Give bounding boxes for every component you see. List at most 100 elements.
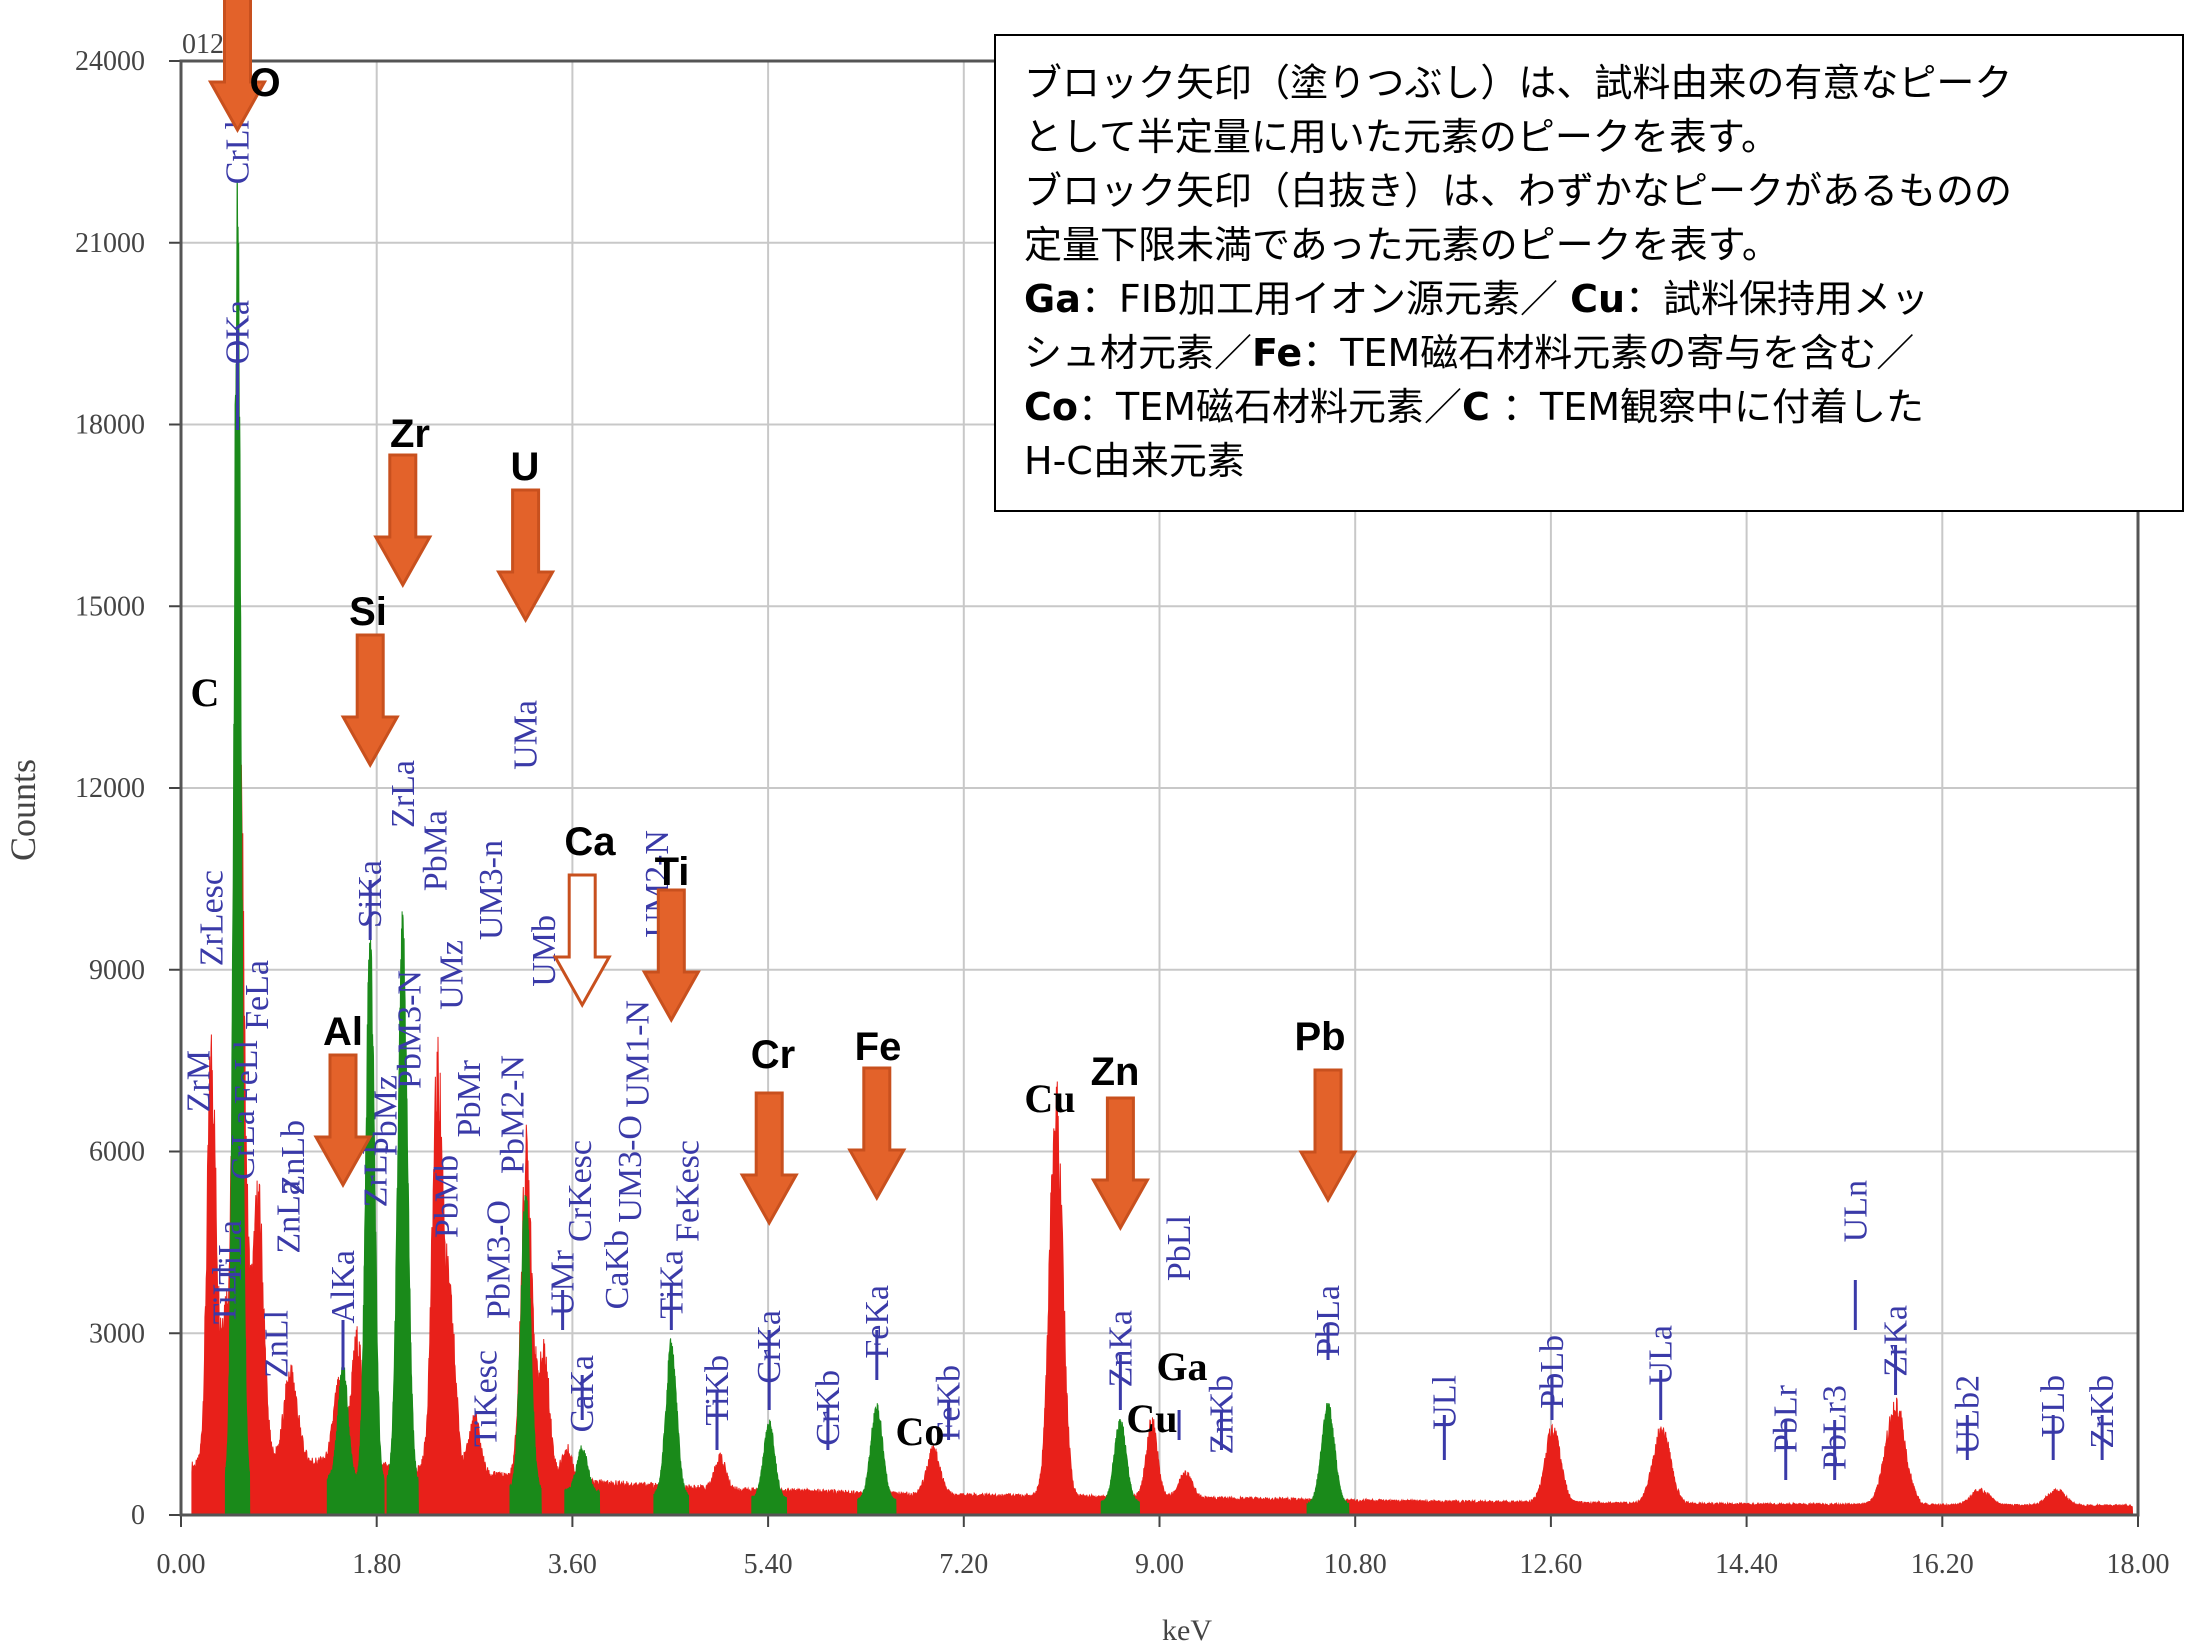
line-label-um1-n: UM1-N	[620, 1000, 657, 1108]
extra-label-co: Co	[896, 1409, 945, 1454]
arrow-label-o: O	[249, 61, 280, 105]
line-label-alka: AlKa	[325, 1250, 362, 1324]
x-tick-label: 7.20	[939, 1549, 988, 1580]
y-tick-label: 24000	[75, 46, 145, 77]
fitted-peak	[386, 911, 419, 1516]
arrow-label-pb: Pb	[1294, 1015, 1345, 1059]
line-label-pbmb: PbMb	[428, 1155, 465, 1238]
arrow-u-icon	[496, 488, 556, 624]
arrow-label-ca: Ca	[564, 820, 616, 864]
line-label-zrla: ZrLa	[385, 760, 422, 828]
y-tick-label: 9000	[89, 955, 145, 986]
legend-line: Ga：FIB加工用イオン源元素／ Cu：試料保持用メッ	[1024, 277, 1930, 321]
line-label-pbm3-o: PbM3-O	[481, 1200, 518, 1319]
x-tick-label: 9.00	[1135, 1549, 1184, 1580]
arrow-label-fe: Fe	[855, 1025, 902, 1069]
x-tick-label: 16.20	[1911, 1549, 1974, 1580]
line-label-oka: OKa	[220, 300, 257, 364]
x-tick-label: 18.00	[2107, 1549, 2170, 1580]
line-label-um3-o: UM3-O	[612, 1115, 649, 1223]
y-axis-title: Counts	[3, 759, 43, 861]
legend-line: ブロック矢印（白抜き）は、わずかなピークがあるものの	[1024, 169, 2013, 213]
element-arrows: O Zr U Si Al Ca Ti Cr Fe Zn Pb	[207, 0, 1358, 1232]
arrow-ca-icon	[552, 873, 612, 1009]
line-label-uma: UMa	[508, 700, 545, 770]
axes: 0.00 1.80 3.60 5.40 7.20 9.00 10.80 12.60 14.40 1…	[75, 46, 2170, 1580]
fitted-peaks-area	[224, 179, 1350, 1516]
line-label-uln: ULn	[1837, 1180, 1874, 1242]
line-label-till: TiLl	[207, 1265, 244, 1324]
legend-line: Co：TEM磁石材料元素／C ：TEM観察中に付着した	[1024, 385, 1924, 429]
line-label-umr: UMr	[545, 1249, 582, 1316]
line-label-pbla: PbLa	[1310, 1285, 1347, 1357]
arrow-al-icon	[313, 1053, 373, 1189]
arrow-label-u: U	[511, 445, 540, 489]
line-label-tikb: TiKb	[699, 1355, 736, 1426]
line-label-ulb2: ULb2	[1949, 1375, 1986, 1454]
line-label-crka: CrKa	[751, 1310, 788, 1384]
y-tick-label: 15000	[75, 591, 145, 622]
line-label-tikesc: TiKesc	[467, 1350, 504, 1447]
line-label-znkb: ZnKb	[1204, 1375, 1241, 1454]
line-label-znka: ZnKa	[1102, 1310, 1139, 1387]
line-label-ull: ULl	[1426, 1375, 1463, 1430]
x-tick-label: 5.40	[744, 1549, 793, 1580]
fitted-peak	[509, 1194, 542, 1516]
y-tick-label: 0	[131, 1500, 145, 1531]
line-label-tika: TiKa	[653, 1250, 690, 1319]
x-tick-label: 14.40	[1715, 1549, 1778, 1580]
line-label-znlb: ZnLb	[275, 1120, 312, 1196]
extra-label-c: C	[191, 670, 220, 715]
legend-line: シュ材元素／Fe：TEM磁石材料元素の寄与を含む／	[1024, 331, 1915, 375]
line-label-caka: CaKa	[564, 1355, 601, 1432]
line-label-umz: UMz	[434, 940, 471, 1010]
legend-line: として半定量に用いた元素のピークを表す。	[1024, 115, 1780, 159]
fitted-peak	[1306, 1402, 1350, 1516]
line-label-zrkb: ZrKb	[2084, 1375, 2121, 1449]
fitted-peak	[751, 1419, 788, 1516]
arrow-label-al: Al	[323, 1010, 363, 1054]
line-label-pbma: PbMa	[417, 810, 454, 891]
arrow-cr-icon	[739, 1091, 799, 1227]
x-tick-label: 12.60	[1519, 1549, 1582, 1580]
line-label-pbm3-n: PbM3-N	[391, 970, 428, 1089]
arrow-zr-icon	[373, 453, 433, 589]
line-label-zrlesc: ZrLesc	[193, 870, 230, 966]
arrow-si-icon	[340, 633, 400, 769]
extra-label-cu: Cu	[1024, 1076, 1075, 1121]
legend-line: H-C由来元素	[1024, 439, 1245, 483]
arrow-label-cr: Cr	[751, 1033, 795, 1077]
x-axis-title: keV	[1162, 1614, 1212, 1647]
legend-symbol-c: C	[1462, 385, 1490, 429]
fitted-peak	[564, 1445, 601, 1516]
line-label-feka: FeKa	[859, 1285, 896, 1359]
y-tick-label: 21000	[75, 228, 145, 259]
line-label-pblr3: PbLr3	[1817, 1385, 1854, 1470]
x-tick-label: 3.60	[548, 1549, 597, 1580]
fitted-peak	[355, 939, 385, 1516]
line-label-zrll: ZrLl	[358, 1145, 395, 1207]
line-label-pblb: PbLb	[1534, 1335, 1571, 1409]
line-label-fell: FeLl	[228, 1040, 265, 1104]
legend-note-box: ブロック矢印（塗りつぶし）は、試料由来の有意なピーク として半定量に用いた元素の…	[994, 34, 2184, 512]
arrow-zn-icon	[1090, 1096, 1150, 1232]
legend-symbol-ga: Ga	[1024, 277, 1081, 321]
arrow-label-ti: Ti	[655, 850, 690, 894]
line-label-znla: ZnLa	[271, 1180, 308, 1254]
legend-line: ブロック矢印（塗りつぶし）は、試料由来の有意なピーク	[1024, 61, 2013, 105]
extra-label-cu: Cu	[1126, 1396, 1177, 1441]
arrow-label-zn: Zn	[1091, 1050, 1140, 1094]
arrow-fe-icon	[847, 1066, 907, 1202]
line-label-crkb: CrKb	[810, 1370, 847, 1446]
fitted-peak	[653, 1338, 690, 1516]
line-label-ula: ULa	[1643, 1325, 1680, 1385]
line-label-crkesc: CrKesc	[562, 1140, 599, 1242]
line-label-pbm2-n: PbM2-N	[495, 1055, 532, 1174]
line-label-pbmr: PbMr	[451, 1059, 488, 1137]
line-label-um3-n: UM3-n	[473, 840, 510, 940]
line-label-cakb: CaKb	[599, 1230, 636, 1309]
line-label-fekb: FeKb	[931, 1365, 968, 1441]
arrow-label-zr: Zr	[390, 412, 430, 456]
line-label-pbmz: PbMz	[367, 1075, 404, 1156]
